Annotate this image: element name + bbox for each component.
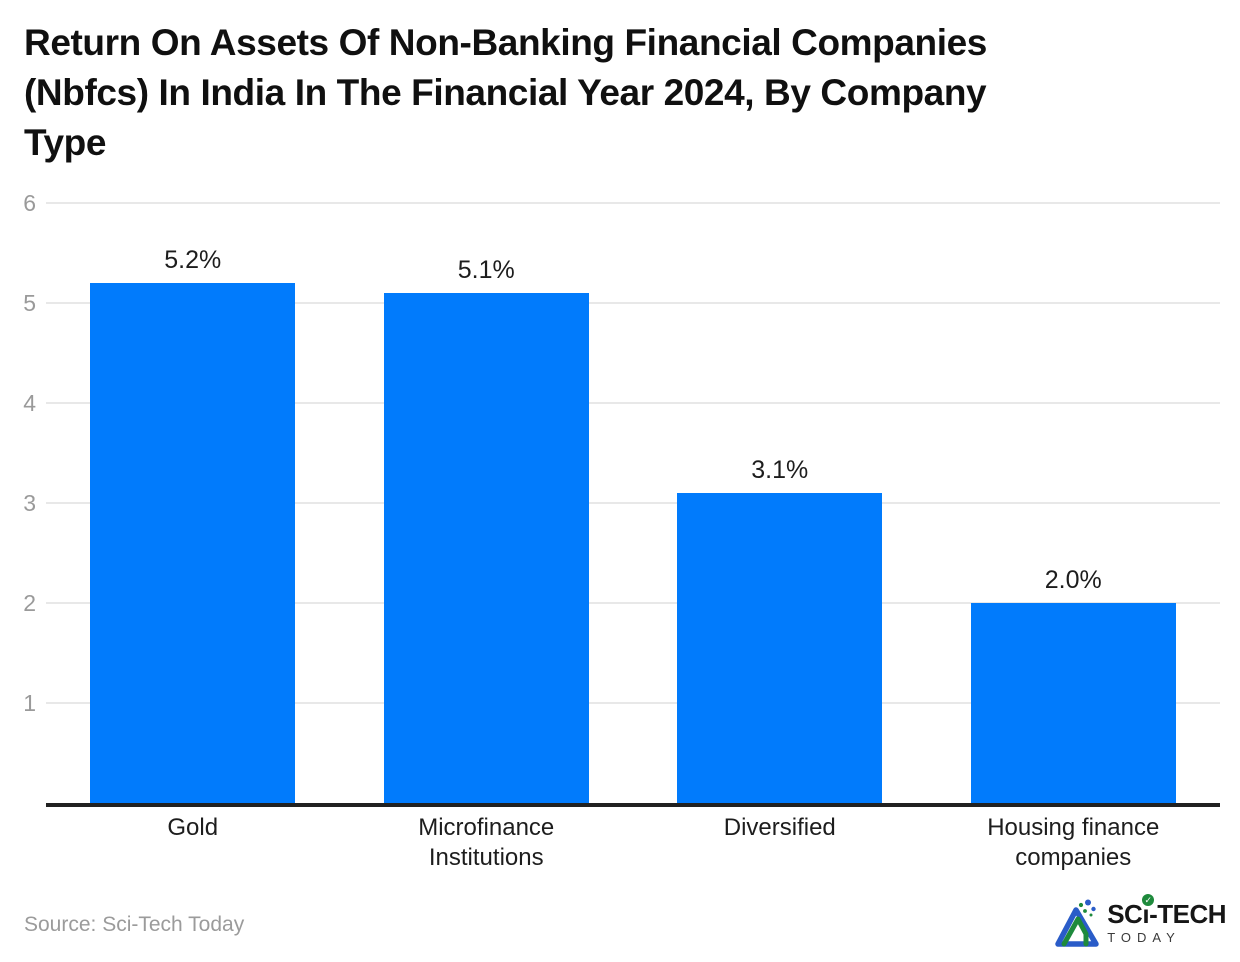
gridline xyxy=(46,302,1220,304)
chart-title-line: Return On Assets Of Non-Banking Financia… xyxy=(24,22,987,63)
y-axis-tick-label: 6 xyxy=(23,190,36,216)
scitech-logo-text: SCı ✓ -TECH TODAY xyxy=(1107,894,1226,945)
source-note: Source: Sci-Tech Today xyxy=(24,913,245,936)
y-axis-tick-label: 4 xyxy=(23,390,36,416)
logo-i-char: ı xyxy=(1142,899,1150,929)
bar xyxy=(970,603,1176,803)
gridline xyxy=(46,502,1220,504)
x-axis-category-label: Microfinance Institutions xyxy=(418,814,555,871)
x-axis-category-label: Diversified xyxy=(723,814,836,841)
logo-part2: -TECH xyxy=(1149,899,1226,929)
y-axis-tick-label: 5 xyxy=(23,290,36,316)
y-axis-tick-label: 3 xyxy=(23,490,36,516)
scitech-logo-subtitle: TODAY xyxy=(1107,930,1181,945)
scitech-logo-wordmark: SCı ✓ -TECH xyxy=(1107,894,1226,929)
x-axis-category-label: Housing finance companies xyxy=(987,814,1160,871)
bar xyxy=(90,283,296,803)
bar-value-label: 3.1% xyxy=(751,456,809,484)
bar xyxy=(383,293,589,803)
bar-value-label: 2.0% xyxy=(1044,566,1102,594)
x-axis-category-label: Gold xyxy=(167,814,219,841)
gridline xyxy=(46,402,1220,404)
scitech-logo-icon xyxy=(1055,899,1099,947)
chart-title-line: (Nbfcs) In India In The Financial Year 2… xyxy=(24,72,987,113)
bar-value-label: 5.1% xyxy=(457,256,515,284)
logo-part1: SC xyxy=(1107,899,1143,929)
x-axis-line xyxy=(46,803,1220,807)
y-axis-tick-label: 1 xyxy=(23,690,36,716)
chart-title: Return On Assets Of Non-Banking Financia… xyxy=(24,18,1214,168)
bar xyxy=(677,493,883,803)
check-icon: ✓ xyxy=(1142,894,1155,906)
gridline xyxy=(46,702,1220,704)
gridline xyxy=(46,202,1220,204)
scitech-logo: SCı ✓ -TECH TODAY xyxy=(1054,894,1226,948)
logo-letter-i: ı ✓ xyxy=(1142,894,1155,929)
y-axis-tick-label: 2 xyxy=(23,590,36,616)
chart-title-line: Type xyxy=(24,122,107,163)
bar-value-label: 5.2% xyxy=(164,246,222,274)
gridline xyxy=(46,602,1220,604)
